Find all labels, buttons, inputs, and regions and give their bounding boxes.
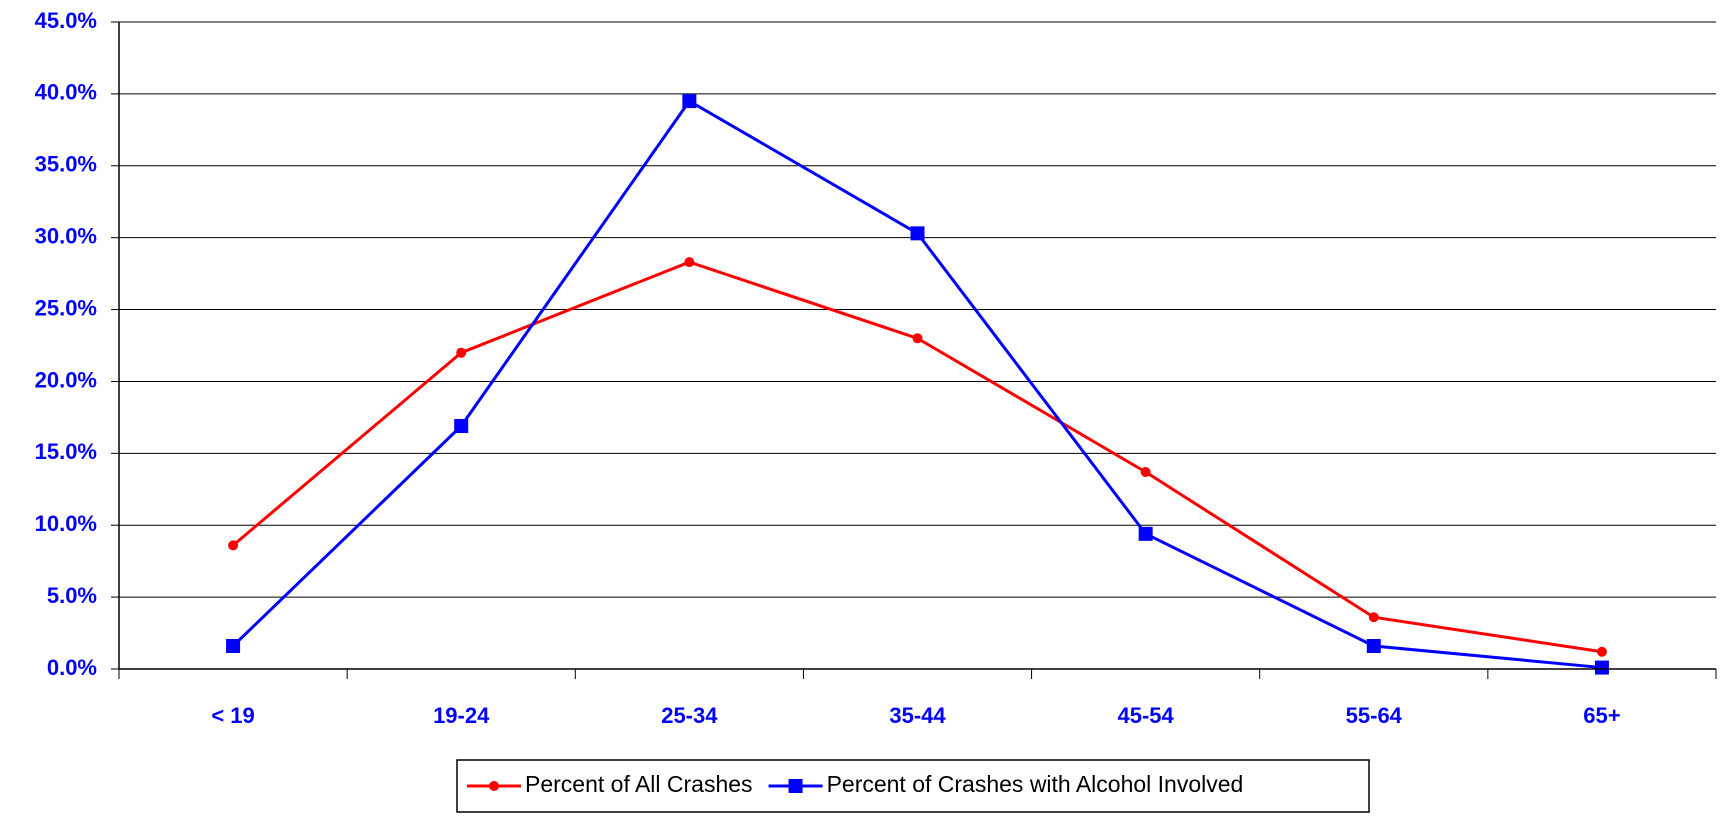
y-tick-label: 40.0% xyxy=(35,80,97,105)
y-tick-label: 5.0% xyxy=(47,583,97,608)
point xyxy=(1368,612,1379,623)
y-tick-label: 15.0% xyxy=(35,439,97,464)
point xyxy=(228,540,239,551)
legend-label: Percent of All Crashes xyxy=(525,771,753,797)
point xyxy=(912,333,923,344)
point xyxy=(454,419,469,434)
y-tick-label: 35.0% xyxy=(35,152,97,177)
y-tick-label: 0.0% xyxy=(47,655,97,680)
point xyxy=(682,94,697,109)
point xyxy=(1594,660,1609,675)
y-tick-label: 10.0% xyxy=(35,511,97,536)
y-tick-label: 45.0% xyxy=(35,8,97,33)
y-tick-label: 20.0% xyxy=(35,367,97,392)
x-tick-label: 45-54 xyxy=(1118,703,1175,728)
point xyxy=(1138,526,1153,541)
x-tick-label: 55-64 xyxy=(1346,703,1403,728)
point xyxy=(226,638,241,653)
x-tick-label: 19-24 xyxy=(433,703,490,728)
y-tick-label: 30.0% xyxy=(35,223,97,248)
y-tick-label: 25.0% xyxy=(35,295,97,320)
point xyxy=(684,257,695,268)
legend-label: Percent of Crashes with Alcohol Involved xyxy=(827,771,1244,797)
x-tick-label: 65+ xyxy=(1583,703,1620,728)
x-tick-label: 25-34 xyxy=(661,703,718,728)
point xyxy=(910,226,925,241)
x-tick-label: < 19 xyxy=(211,703,254,728)
legend-marker xyxy=(489,781,499,791)
point xyxy=(1140,467,1151,478)
legend-box xyxy=(456,759,1370,813)
point xyxy=(456,347,467,358)
point xyxy=(1366,638,1381,653)
point xyxy=(1596,646,1607,657)
x-tick-label: 35-44 xyxy=(889,703,946,728)
legend-marker xyxy=(788,779,803,793)
